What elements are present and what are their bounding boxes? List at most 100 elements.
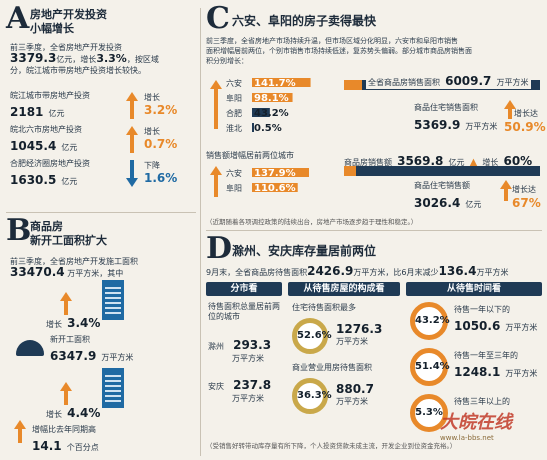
panel-b-title: 商品房 新开工面积扩大 — [30, 220, 107, 248]
panel-a-title-line1: 房地产开发投资 — [30, 8, 107, 21]
res-area-unit: 万平方米 — [465, 122, 498, 131]
sales-area-value: 6009.7 — [445, 74, 492, 88]
panel-a-intro: 前三季度，全省房地产开发投资 3379.3亿元，增长3.3%，按区域 分，皖江城… — [10, 42, 194, 76]
panel-d-intro-value: 2426.9 — [307, 264, 354, 278]
res-growth-value: 50.9% — [504, 120, 546, 134]
panel-a-item-2-change: 0.7% — [144, 137, 178, 151]
amount-city-bar-0 — [252, 168, 309, 177]
city-bar-0 — [252, 78, 311, 87]
city-label-3: 淮北 — [226, 123, 242, 133]
res-amount-unit: 亿元 — [465, 200, 482, 209]
time-3-label: 待售三年以上的 — [454, 397, 510, 406]
comp-2-label: 商业营业用房待售面积 — [292, 363, 372, 372]
comp-2-pct: 36.3% — [297, 390, 332, 401]
hard-hat-icon — [16, 340, 44, 356]
comp-2-value: 880.7 — [336, 382, 374, 396]
panel-a-growth-label: 增长 — [80, 55, 97, 64]
panel-c-letter: C — [206, 1, 230, 36]
panel-b-area-value: 33470.4 — [10, 265, 65, 279]
panel-a-item-1-change: 3.2% — [144, 103, 178, 117]
city-1-value: 293.3 — [233, 338, 272, 352]
panel-b-title-line2: 新开工面积扩大 — [30, 234, 107, 247]
panel-b-bottom-label: 增幅比去年同期高 — [32, 425, 96, 434]
city-value-0: 141.7% — [254, 78, 296, 89]
panel-b-new-unit: 万平方米 — [101, 353, 134, 362]
panel-b-new-growth-value: 4.4% — [67, 406, 101, 420]
panel-a-item-3-value: 1630.5 — [10, 173, 57, 187]
city-label-2: 合肥 — [226, 108, 242, 118]
panel-a-item-2-label: 皖北六市房地产投资 — [10, 125, 82, 134]
time-1-value: 1050.6 — [454, 319, 501, 333]
panel-a-title-line2: 小幅增长 — [30, 22, 74, 35]
panel-b-bottom: 增幅比去年同期高 14.1 个百分点 — [32, 424, 99, 454]
watermark: 大皖在线 www.la-bbs.net — [440, 408, 544, 456]
header-by-city: 分市看 — [206, 282, 282, 296]
panel-b-intro: 前三季度，全省房地产开发施工面积 33470.4 万平方米，其中 — [10, 256, 194, 279]
time-1-label: 待售一年以下的 — [454, 305, 510, 314]
panel-b: B 商品房 新开工面积扩大 前三季度，全省房地产开发施工面积 33470.4 万… — [6, 216, 196, 456]
panel-d: D 滁州、安庆库存量居前两位 9月末，全省商品房待售面积2426.9万平方米，比… — [206, 234, 542, 456]
city-intro: 待售面积总量居前两位的城市 — [208, 302, 280, 321]
panel-b-area-growth-value: 3.4% — [67, 316, 101, 330]
panel-d-intro: 9月末，全省商品房待售面积2426.9万平方米，比6月末减少136.4万平方米 — [206, 264, 542, 278]
res-area-label: 商品住宅销售面积 — [414, 103, 478, 112]
res-amount-value: 3026.4 — [414, 196, 461, 210]
city-label-0: 六安 — [226, 78, 242, 88]
city-bar-2 — [252, 108, 270, 117]
panel-a-item-3-change: 1.6% — [144, 171, 178, 185]
panel-a: A 房地产开发投资 小幅增长 前三季度，全省房地产开发投资 3379.3亿元，增… — [6, 4, 196, 209]
city-1-unit: 万平方米 — [232, 354, 264, 363]
time-2-pct: 51.4% — [415, 361, 450, 372]
panel-c-text-1: 前三季度，全省房地产市场持续升温，但市场区域分化明显，六安市和阜阳市销售 — [206, 37, 458, 45]
panel-a-item-3-unit: 亿元 — [61, 177, 78, 186]
time-1-block: 待售一年以下的 1050.6 万平方米 — [454, 304, 537, 334]
city-growth-chart: 六安 141.7% 阜阳 98.1% 合肥 43.2% 淮北 0.5% — [226, 78, 311, 134]
city-2-unit: 万平方米 — [232, 394, 264, 403]
panel-a-item-3-label: 合肥经济圈房地产投资 — [10, 159, 90, 168]
amount-bar-accent — [344, 166, 356, 176]
time-1-ring: 43.2% — [410, 302, 450, 340]
panel-b-new-label: 新开工面积 — [50, 335, 90, 344]
panel-b-area-unit: 万平方米 — [67, 269, 100, 278]
panel-a-item-1-unit: 亿元 — [48, 109, 65, 118]
comp-2-ring: 36.3% — [292, 378, 332, 414]
panel-b-letter: B — [6, 213, 32, 248]
comp-1-label: 住宅待售面积最多 — [292, 303, 356, 312]
panel-d-letter: D — [206, 231, 233, 266]
panel-c: C 六安、阜阳的房子卖得最快 前三季度，全省房地产市场持续升温，但市场区域分化明… — [206, 1, 546, 227]
amount-growth-value: 60% — [503, 154, 533, 168]
header-by-composition: 从待售房屋的构成看 — [288, 282, 400, 296]
sales-area-block: 全省商品房销售面积 6009.7 万平方米 商品住宅销售面积 5369.9 万平… — [344, 70, 546, 144]
comp-2-unit: 万平方米 — [336, 397, 368, 406]
vertical-divider — [200, 8, 201, 456]
panel-b-new: 新开工面积 6347.9 万平方米 — [50, 334, 133, 364]
time-2-ring: 51.4% — [410, 348, 450, 386]
amount-growth-label: 增长 — [482, 158, 499, 167]
time-2-unit: 万平方米 — [505, 369, 538, 378]
amount-block: 商品房销售额 3569.8 亿元 ▲ 增长 60% 商品住宅销售额 3026.4… — [344, 154, 541, 210]
city-value-1: 98.1% — [254, 93, 289, 104]
time-2-value: 1248.1 — [454, 365, 501, 379]
panel-a-item-1-value: 2181 — [10, 105, 44, 119]
city-bar-3 — [252, 123, 254, 132]
time-1-pct: 43.2% — [415, 315, 450, 326]
panel-d-intro-unit: 万平方米 — [476, 268, 509, 277]
panel-b-area-growth: 增长 3.4% — [46, 312, 100, 331]
sales-area-label: 全省商品房销售面积 — [368, 78, 440, 87]
panel-a-tail2: 分，皖江城市带房地产投资增长较快。 — [10, 66, 146, 75]
watermark-logo: 大皖在线 — [440, 412, 512, 433]
amount-label: 商品房销售额 — [344, 158, 392, 167]
sales-area-unit: 万平方米 — [496, 78, 529, 87]
amount-title: 销售额增幅居前两位城市 — [206, 151, 294, 160]
sales-area-bar-accent — [344, 80, 362, 90]
panel-a-item-1: 皖江城市带房地产投资 2181 亿元 增长 3.2% — [10, 90, 194, 124]
city-value-2: 43.2% — [254, 108, 289, 119]
res-growth-label: 增长达 — [514, 109, 538, 118]
panel-a-total-unit: 亿元， — [56, 55, 81, 64]
panel-b-area-growth-label: 增长 — [46, 320, 62, 329]
panel-a-item-3: 合肥经济圈房地产投资 1630.5 亿元 下降 1.6% — [10, 158, 194, 198]
res-area-value: 5369.9 — [414, 118, 461, 132]
panel-a-total-value: 3379.3 — [10, 51, 57, 65]
panel-a-item-3-change-label: 下降 — [144, 161, 160, 170]
city-value-3: 0.5% — [254, 123, 282, 134]
